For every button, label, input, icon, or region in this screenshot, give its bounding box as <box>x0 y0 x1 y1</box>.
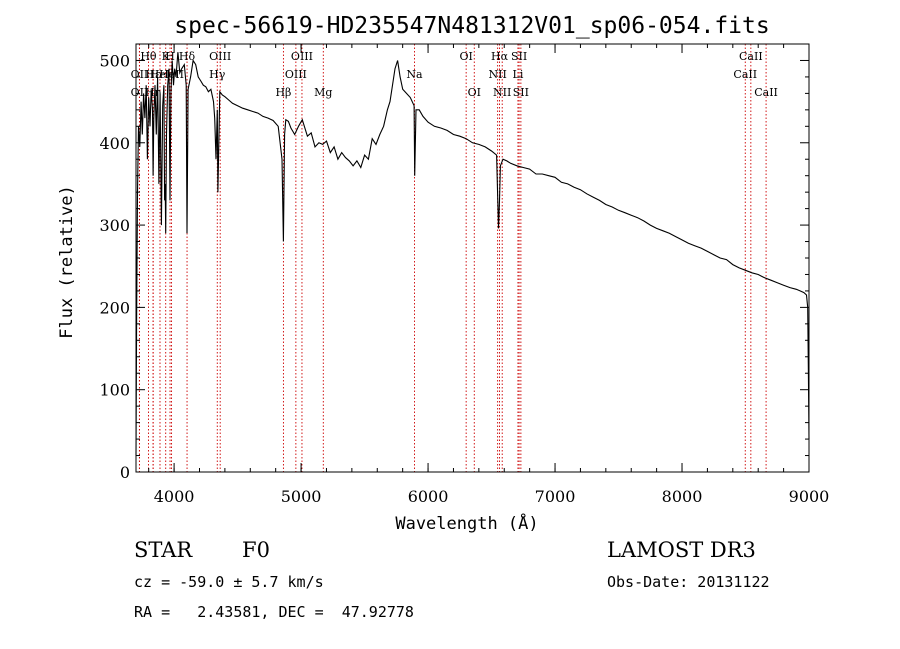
x-tick-label-3: 7000 <box>535 487 576 506</box>
y-axis-ticks: 0 100 200 300 400 500 <box>99 51 809 482</box>
line-label-9: Hδ <box>179 50 196 63</box>
class-label: STAR <box>134 538 193 562</box>
line-label-15: Mg <box>314 86 332 99</box>
y-axis-label: Flux (relative) <box>57 185 77 339</box>
line-label-27: CaII <box>754 86 778 99</box>
y-tick-label-1: 100 <box>99 381 130 400</box>
line-label-25: CaII <box>739 50 763 63</box>
y-tick-label-0: 0 <box>120 463 130 482</box>
coordinates-text: RA = 2.43581, DEC = 47.92778 <box>134 603 414 621</box>
subclass-label: F0 <box>242 538 270 562</box>
line-label-6: K <box>162 50 171 63</box>
y-tick-label-5: 500 <box>99 51 130 70</box>
line-label-7: H <box>165 50 175 63</box>
y-tick-label-2: 200 <box>99 298 130 317</box>
line-label-20: NII <box>488 68 506 81</box>
x-tick-label-5: 9000 <box>789 487 830 506</box>
y-tick-label-3: 300 <box>99 216 130 235</box>
chart-title: spec-56619-HD235547N481312V01_sp06-054.f… <box>174 13 769 39</box>
line-label-1: OII <box>131 68 149 81</box>
x-axis-label: Wavelength (Å) <box>395 512 538 534</box>
line-label-4: Hη <box>145 86 161 99</box>
line-label-10: OIII <box>209 50 231 63</box>
x-tick-label-0: 4000 <box>154 487 195 506</box>
line-label-24: SII <box>513 86 529 99</box>
obs-date-text: Obs-Date: 20131122 <box>607 573 770 591</box>
line-label-16: Na <box>406 68 423 81</box>
line-label-5: HeI <box>150 68 170 81</box>
x-axis-ticks: 4000 5000 6000 7000 8000 9000 <box>148 44 830 506</box>
line-label-22: SII <box>511 50 527 63</box>
line-label-17: OI <box>459 50 472 63</box>
line-label-18: OI <box>468 86 481 99</box>
line-label-13: OIII <box>285 68 307 81</box>
line-label-14: OIII <box>291 50 313 63</box>
spectrum-chart: spec-56619-HD235547N481312V01_sp06-054.f… <box>57 13 830 534</box>
y-tick-label-4: 400 <box>99 134 130 153</box>
line-label-11: Hγ <box>209 68 226 81</box>
line-label-12: Hβ <box>275 86 291 99</box>
line-label-0: Hθ <box>140 50 157 63</box>
redshift-text: cz = -59.0 ± 5.7 km/s <box>134 573 324 591</box>
line-label-26: CaII <box>733 68 757 81</box>
x-tick-label-1: 5000 <box>281 487 322 506</box>
survey-label: LAMOST DR3 <box>607 538 756 562</box>
plot-frame <box>135 43 810 473</box>
x-tick-label-2: 6000 <box>408 487 449 506</box>
line-label-23: Li <box>513 68 524 81</box>
spectrum-line <box>135 52 810 456</box>
x-tick-label-4: 8000 <box>662 487 703 506</box>
spectral-line-markers <box>138 44 767 472</box>
line-label-21: NII <box>493 86 511 99</box>
line-label-19: Hα <box>491 50 509 63</box>
